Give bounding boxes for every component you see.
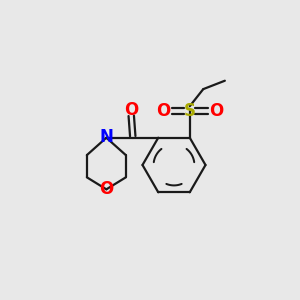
Text: O: O bbox=[124, 100, 138, 118]
Text: O: O bbox=[99, 180, 113, 198]
Text: N: N bbox=[99, 128, 113, 146]
Text: O: O bbox=[156, 102, 170, 120]
Text: S: S bbox=[184, 102, 196, 120]
Text: O: O bbox=[210, 102, 224, 120]
